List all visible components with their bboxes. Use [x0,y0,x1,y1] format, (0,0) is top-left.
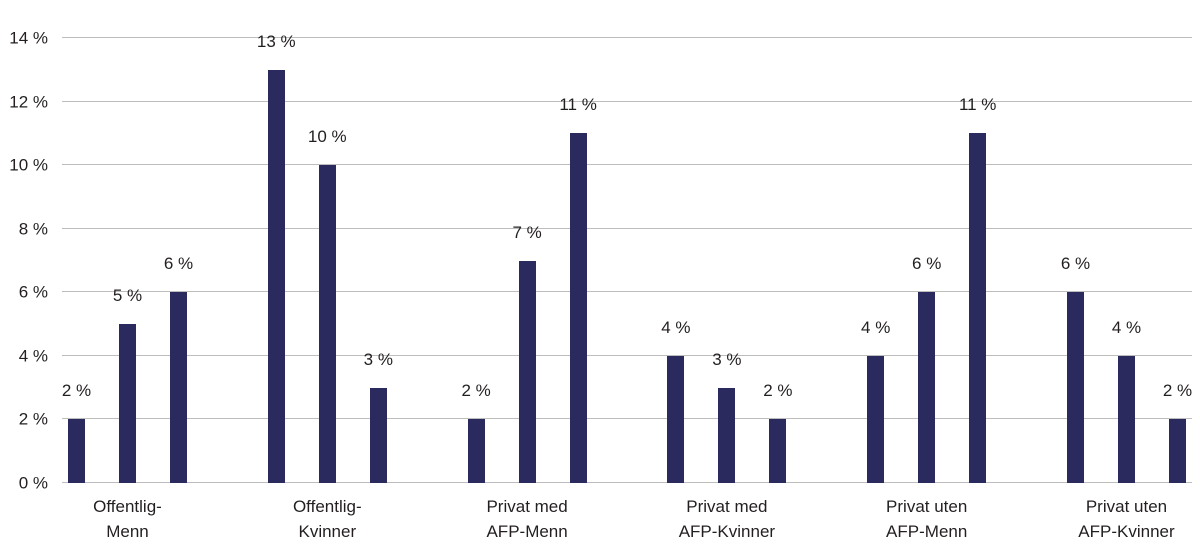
bar: 6 % [164,254,193,483]
gridline [62,164,1192,166]
y-axis-label: 8 % [18,219,48,239]
bar: 6 % [1061,254,1090,483]
bar-value-label: 5 % [112,286,143,306]
bar-value-label: 10 % [307,127,347,147]
gridline [62,418,1192,420]
bar-groups: 2 % 5 % 6 % Offentlig- Menn 13 % 10 % 3 % Offen… [62,32,1192,541]
bar: 6 % [912,254,941,483]
gridline [62,100,1192,102]
bar-group: 2 % 5 % 6 % Offentlig- Menn [62,38,193,540]
bar-group: 4 % 3 % 2 % Privat med AFP-Kvinner [661,38,793,541]
y-axis-label: 6 % [18,282,48,302]
y-axis-label: 14 % [9,28,48,48]
plot-area [62,37,1192,483]
bar-group: 4 % 6 % 11 % Privat uten AFP-Menn [861,38,996,540]
gridline [62,354,1192,356]
bar-value-label: 3 % [712,349,742,369]
bar-value-label: 11 % [559,95,597,115]
bar: 2 % [1163,381,1192,483]
bar-value-label: 6 % [1060,254,1091,274]
y-axis: 0 % 2 % 4 % 6 % 8 % 10 % 12 % 14 % [0,30,52,492]
bar: 10 % [308,127,347,483]
y-axis-label: 12 % [9,92,48,112]
bar-slot: 2 % [62,38,91,483]
bar-value-label: 4 % [661,317,691,337]
category-label: Privat uten AFP-Menn [886,497,968,541]
bar: 5 % [113,286,142,483]
bar-value-label: 6 % [912,254,942,274]
bar-group: 13 % 10 % 3 % Offentlig- Kvinner [257,32,393,541]
bar-slot: 6 % [164,38,193,483]
gridline [62,37,1192,38]
bar-slot: 4 % [661,38,691,483]
bar-slot: 2 % [1163,38,1192,483]
bar-value-label: 2 % [61,381,92,401]
y-axis-label: 10 % [9,155,48,175]
bar: 2 % [461,381,491,483]
gridline [62,291,1192,293]
category-label: Privat med AFP-Menn [486,497,568,541]
bar-group: 2 % 7 % 11 % Privat med AFP-Menn [461,38,597,540]
bar-slot: 7 % [512,38,542,483]
y-axis-label: 0 % [18,473,48,493]
y-axis-label: 4 % [18,346,48,366]
bar: 4 % [861,318,890,483]
bar-slot: 3 % [712,38,742,483]
bar-slot: 5 % [113,38,142,483]
bar: 2 % [62,381,91,483]
y-axis-label: 2 % [18,409,48,429]
bar: 4 % [1112,318,1141,483]
bar-value-label: 7 % [512,222,542,242]
bar-slot: 2 % [763,38,793,483]
bar: 4 % [661,318,691,483]
category-label: Privat med AFP-Kvinner [678,497,776,541]
bar: 2 % [763,381,793,483]
bar-slot: 2 % [461,38,491,483]
category-label: Offentlig- Kvinner [292,497,362,541]
bar-slot: 4 % [1112,38,1141,483]
bar: 13 % [257,32,296,483]
bar-slot: 4 % [861,38,890,483]
bar-value-label: 6 % [163,254,194,274]
bar: 3 % [712,350,742,483]
bar-slot: 11 % [959,38,996,483]
category-label: Offentlig- Menn [93,497,162,541]
bar-slot: 6 % [912,38,941,483]
bar: 7 % [512,223,542,483]
bar: 11 % [559,95,597,483]
bar-value-label: 11 % [958,95,997,115]
bar-value-label: 2 % [1162,381,1193,401]
bar-value-label: 4 % [861,317,891,337]
bar-slot: 6 % [1061,38,1090,483]
bar: 3 % [364,350,393,483]
bar-value-label: 2 % [763,381,793,401]
bar-slot: 3 % [364,38,393,483]
gridline [62,482,1192,483]
category-label: Privat uten AFP-Kvinner [1078,497,1175,541]
bar-value-label: 3 % [363,349,393,369]
bar-slot: 13 % [257,32,296,483]
bar-group: 6 % 4 % 2 % Privat uten AFP-Kvinner [1061,38,1192,540]
bar-value-label: 2 % [461,381,491,401]
bar-value-label: 4 % [1111,317,1142,337]
gridline [62,227,1192,229]
bar: 11 % [959,95,996,483]
bar-value-label: 13 % [256,31,296,51]
bar-slot: 10 % [308,38,347,483]
bar-slot: 11 % [559,38,597,483]
